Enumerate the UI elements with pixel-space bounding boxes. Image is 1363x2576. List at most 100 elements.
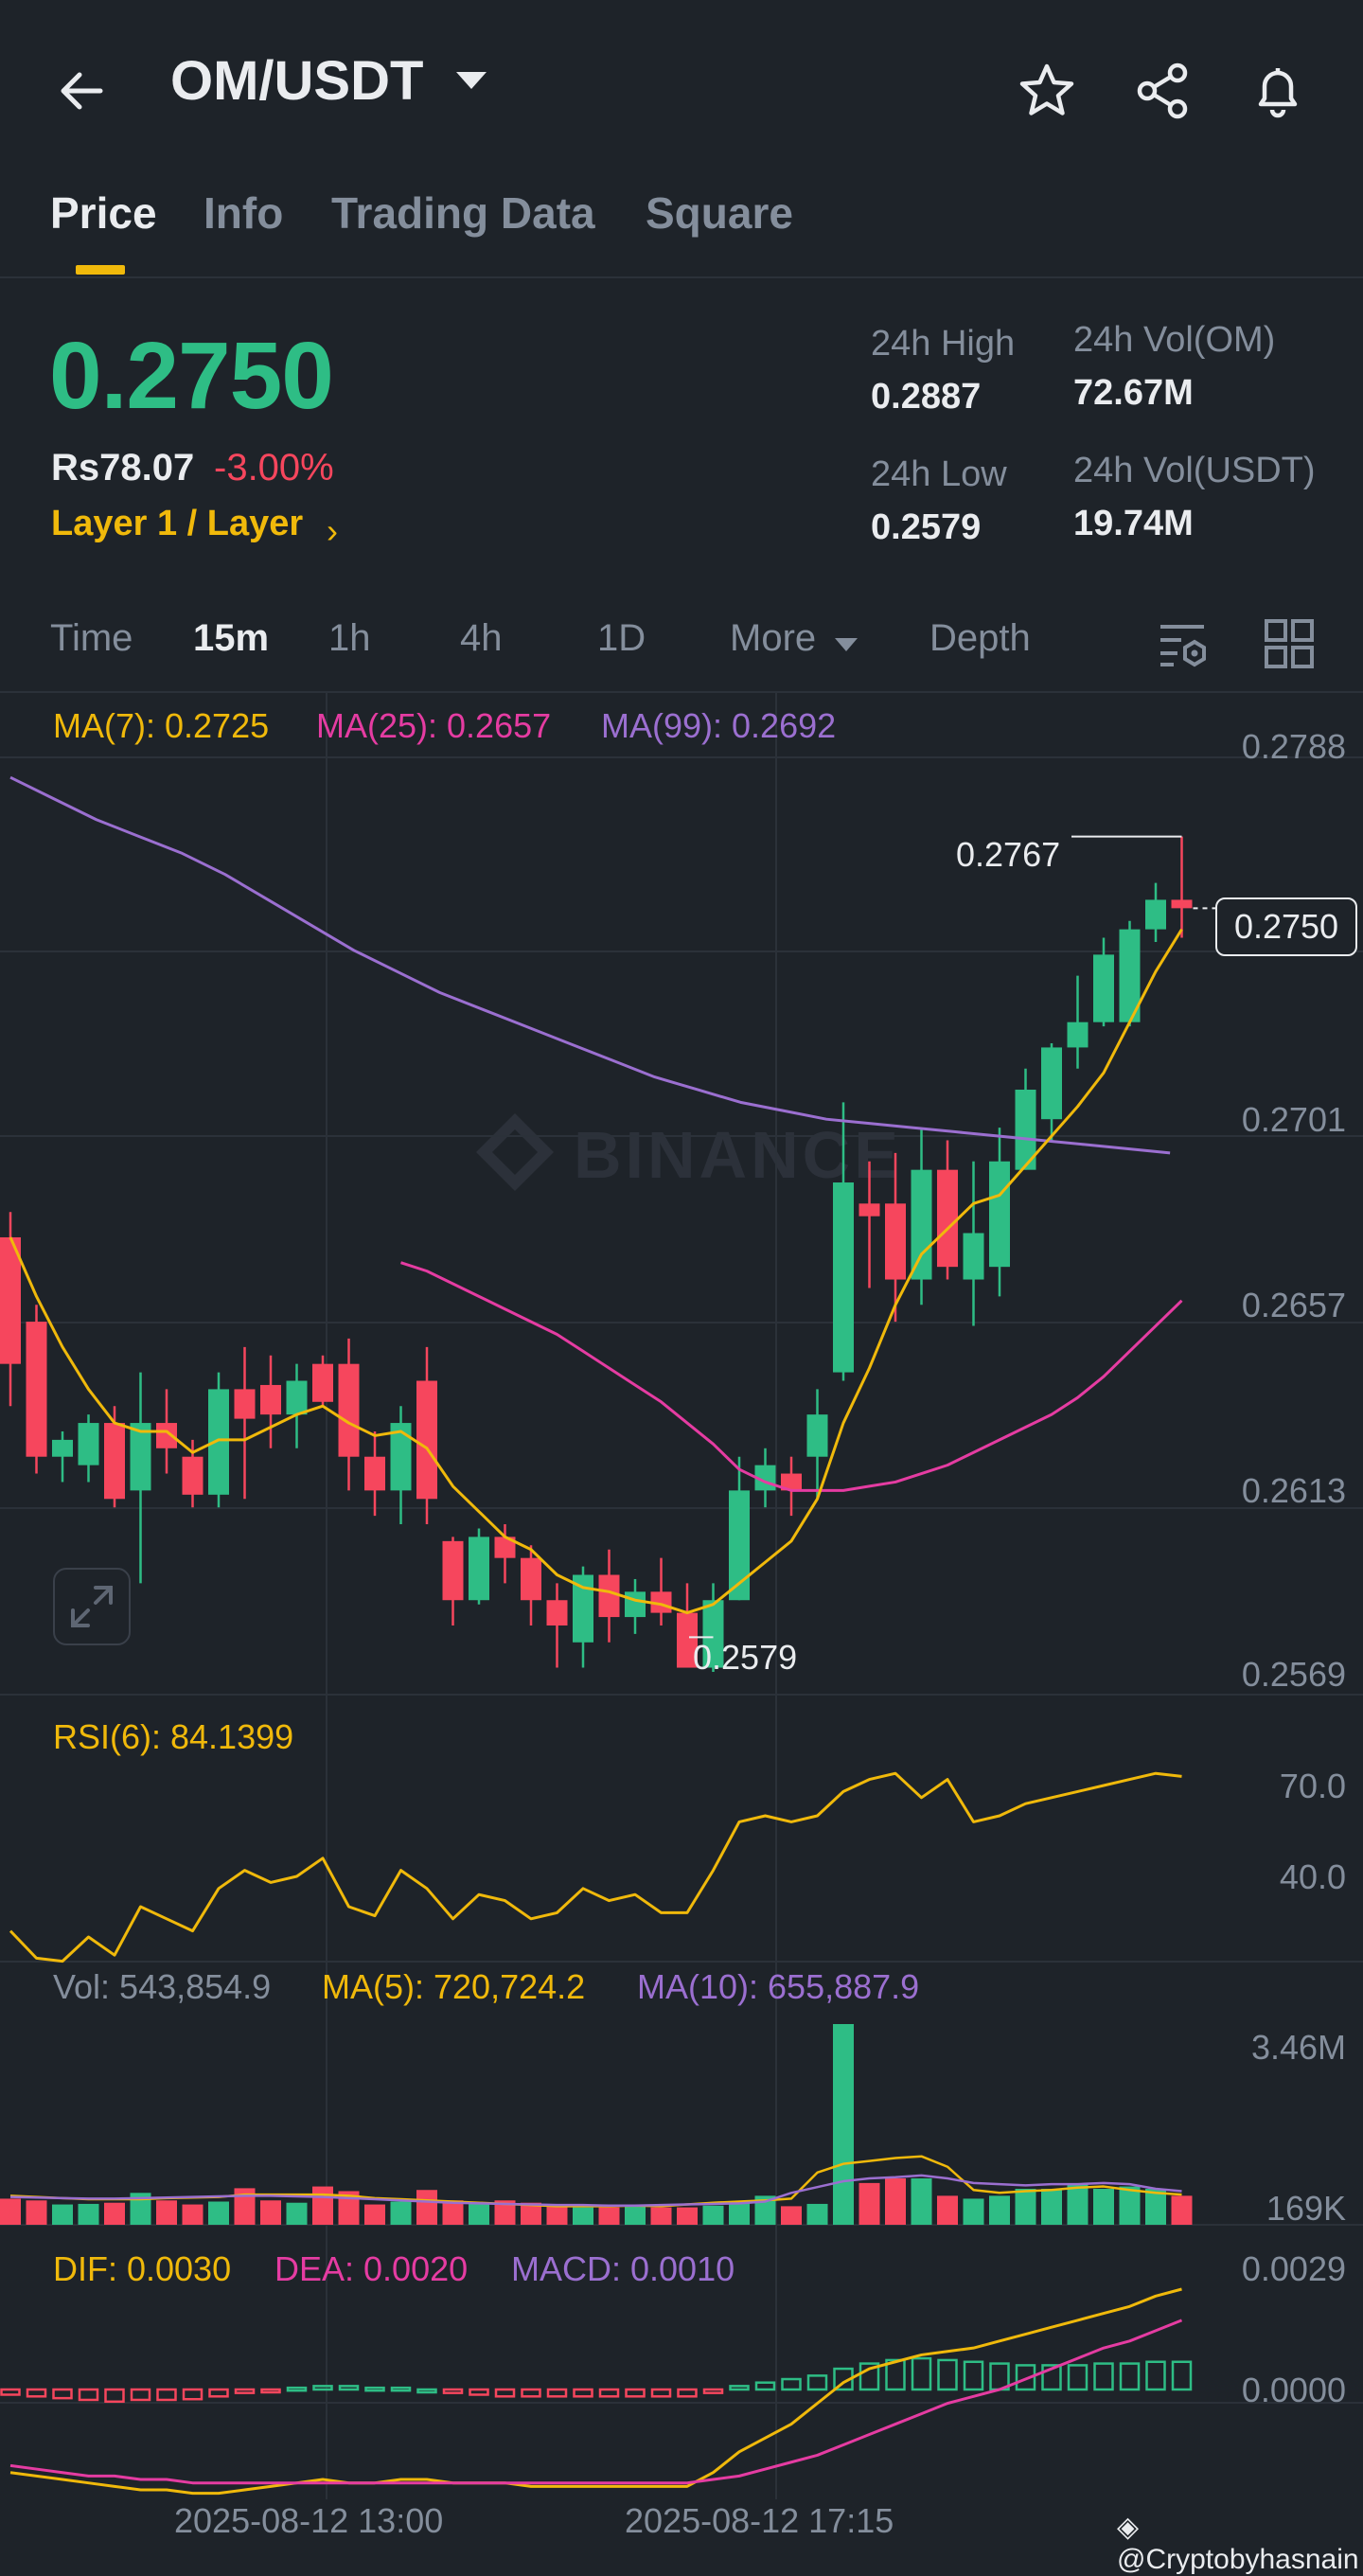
interval-more[interactable]: More [730,617,817,659]
stat-24h-high-label: 24h High [871,324,1016,364]
dif-line [9,2287,1182,2496]
legend-ma25: MA(25): 0.2657 [316,706,552,745]
vol-axis-tick: 3.46M [1250,2028,1346,2067]
candle [156,1423,177,1448]
page-tabs: Price Info Trading Data Square [0,180,1363,278]
volume-bar [494,2200,516,2225]
volume-bar [1067,2184,1089,2225]
candle [911,1169,932,1280]
macd-histogram-bar [469,2388,489,2396]
macd-axis-tick: 0.0029 [1241,2249,1346,2288]
macd-histogram-bar [729,2385,750,2391]
chart-canvas[interactable] [0,691,1363,2553]
candle [104,1423,125,1500]
interval-1h[interactable]: 1h [328,617,371,659]
indicator-settings-icon[interactable] [1157,617,1210,670]
price-axis-tick: 0.2569 [1241,1655,1346,1694]
candle [859,1203,880,1217]
candle [885,1203,906,1280]
tab-square[interactable]: Square [646,188,793,238]
grid-layout-icon[interactable] [1263,617,1316,670]
interval-15m[interactable]: 15m [193,617,270,659]
time-axis-tick: 2025-08-12 17:15 [625,2501,894,2540]
category-link[interactable]: Layer 1 / Layer [51,504,304,543]
chevron-down-icon[interactable] [456,72,487,89]
legend-vol-ma5: MA(5): 720,724.2 [322,1967,586,2006]
macd-histogram-bar [1171,2360,1193,2391]
volume-bar [781,2206,802,2225]
stat-24h-vol-base-value: 72.67M [1073,373,1194,413]
pair-title[interactable]: OM/USDT [170,50,424,112]
rsi-line [9,1771,1182,1963]
volume-bar [859,2182,880,2225]
interval-time[interactable]: Time [50,617,133,659]
price-axis-tick: 0.2657 [1241,1286,1346,1324]
price-axis-tick: 0.2788 [1241,727,1346,766]
volume-bar [1015,2189,1036,2225]
macd-histogram-bar [130,2388,151,2402]
credit-text: @Cryptobyhasnain [1117,2544,1359,2575]
macd-histogram-bar [338,2385,360,2391]
ma25-line [400,1261,1183,1492]
macd-histogram-bar [312,2385,333,2391]
candle [338,1363,360,1457]
ma99-line [9,775,1171,1155]
volume-bar [1171,2195,1193,2225]
expand-icon [71,1586,113,1627]
volume-bar [416,2190,437,2225]
candle [989,1161,1010,1268]
macd-histogram-bar [963,2360,984,2391]
legend-ma99: MA(99): 0.2692 [601,706,837,745]
candle [937,1169,958,1268]
share-icon[interactable] [1124,53,1200,129]
tab-price[interactable]: Price [50,188,157,238]
macd-histogram-bar [781,2377,802,2391]
tab-trading-data[interactable]: Trading Data [331,188,595,238]
bell-icon[interactable] [1240,53,1316,129]
volume-bar [52,2204,73,2225]
volume-bar [833,2024,854,2225]
macd-histogram-bar [364,2386,385,2392]
volume-bar [78,2203,99,2225]
high-annotation: 0.2767 [956,835,1061,874]
caret-down-icon[interactable] [835,638,858,651]
interval-4h[interactable]: 4h [460,617,503,659]
current-price-tag[interactable]: 0.2750 [1215,897,1357,956]
candle [0,1236,21,1364]
interval-1d[interactable]: 1D [597,617,646,659]
expand-chart-button[interactable] [53,1568,131,1645]
macd-histogram-bar [1041,2364,1062,2391]
macd-histogram-bar [286,2386,308,2392]
star-icon[interactable] [1009,53,1085,129]
volume-bar [598,2207,620,2225]
candle [1093,954,1114,1022]
fiat-price: Rs78.07 [51,447,195,489]
rsi-axis-tick: 70.0 [1279,1767,1346,1805]
depth-tab[interactable]: Depth [929,617,1031,659]
macd-histogram-bar [260,2388,281,2394]
volume-bar [702,2205,724,2225]
vol-axis-tick: 169K [1266,2189,1346,2228]
legend-rsi: RSI(6): 84.1399 [53,1717,294,1756]
low-annotation: 0.2579 [693,1638,798,1677]
volume-bar [312,2186,333,2225]
macd-histogram-bar [521,2388,541,2398]
candle [390,1423,412,1491]
legend-vol-ma10: MA(10): 655,887.9 [637,1967,920,2006]
volume-bar [130,2193,151,2225]
macd-histogram-bar [573,2388,593,2398]
macd-histogram-bar [416,2388,437,2394]
macd-histogram-bar [182,2388,204,2401]
tab-info[interactable]: Info [204,188,284,238]
back-arrow-icon[interactable] [44,53,119,129]
macd-histogram-bar [650,2388,672,2398]
candle [702,1600,724,1668]
volume-bar [677,2207,698,2225]
chevron-right-icon[interactable]: › [327,511,338,550]
active-tab-indicator [76,265,125,275]
candle [521,1557,541,1601]
macd-histogram-bar [1067,2364,1089,2391]
volume-bar [546,2205,568,2225]
macd-histogram-bar [598,2388,620,2398]
candle [1015,1089,1036,1170]
